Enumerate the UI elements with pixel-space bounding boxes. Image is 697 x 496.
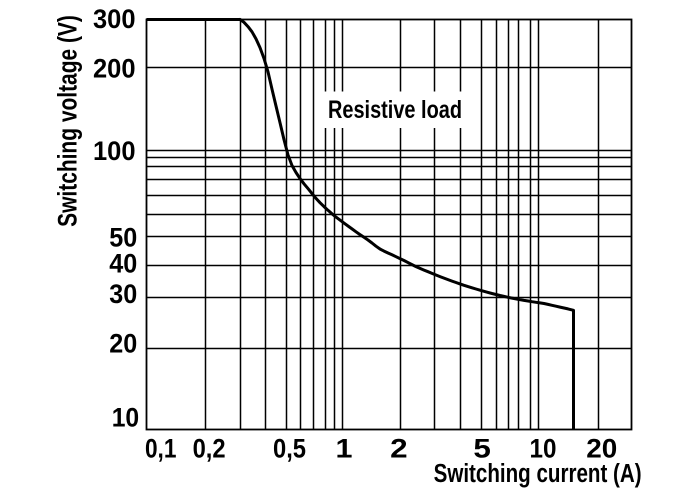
svg-text:Switching current (A): Switching current (A) — [434, 460, 642, 488]
svg-text:30: 30 — [109, 279, 137, 309]
svg-text:50: 50 — [109, 223, 137, 253]
svg-text:10: 10 — [112, 403, 140, 433]
svg-text:Resistive load: Resistive load — [328, 96, 462, 124]
svg-text:0,1: 0,1 — [145, 433, 177, 463]
svg-text:1: 1 — [336, 433, 353, 463]
svg-text:20: 20 — [586, 433, 617, 463]
svg-text:20: 20 — [109, 328, 137, 358]
svg-text:0,2: 0,2 — [193, 433, 226, 463]
svg-text:100: 100 — [93, 136, 136, 166]
svg-text:0,5: 0,5 — [273, 433, 306, 463]
svg-text:Switching voltage (V): Switching voltage (V) — [53, 15, 83, 227]
svg-text:200: 200 — [93, 53, 136, 83]
svg-text:40: 40 — [109, 249, 137, 279]
svg-text:300: 300 — [93, 4, 136, 34]
svg-text:10: 10 — [530, 433, 557, 463]
svg-text:5: 5 — [473, 433, 491, 463]
svg-text:2: 2 — [390, 433, 408, 463]
